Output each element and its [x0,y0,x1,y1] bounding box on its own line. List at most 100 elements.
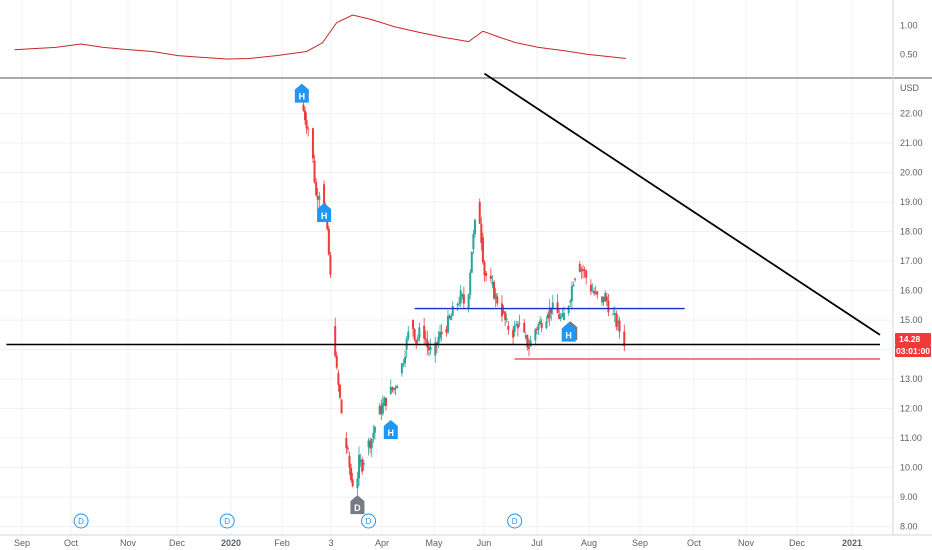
candle-body [561,313,564,317]
candle-body [612,314,615,316]
candle-body [318,195,321,200]
time-axis[interactable]: Sep Oct Nov Dec 2020 Feb 3 Apr May Jun Jul Aug Sep Oc… [0,534,932,548]
candle-body [512,329,515,338]
candle-body [518,322,521,324]
event-label: D [224,517,230,526]
high-marker[interactable]: H [294,83,309,103]
candle-body [367,440,370,447]
candle-body [480,223,483,243]
low-marker[interactable]: D [350,495,365,515]
candle-body [316,196,319,200]
candle-body [602,296,605,302]
indicator-pane[interactable] [14,14,626,60]
candle-body [434,342,437,356]
candle-body [589,284,592,292]
time-tick-label: Sep [632,538,648,548]
candle-body [527,347,530,349]
candle-body [440,331,443,335]
candle-body [567,306,570,313]
candle-body [458,303,461,305]
time-tick-label: 2020 [221,538,241,548]
candle-body [583,269,586,272]
candle-body [338,384,341,398]
price-tick-label: 20.00 [900,168,923,178]
high-marker[interactable]: H [383,420,398,440]
price-axis[interactable]: 22.00 21.00 20.00 19.00 18.00 17.00 16.00 15.00… [892,0,923,535]
candle-body [467,294,470,309]
candle-body [478,202,481,224]
candle-body [516,324,519,329]
candle-body [323,184,326,206]
candle-body [618,320,621,332]
time-tick-label: Jul [531,538,543,548]
candle-body [594,291,597,294]
candle-body [456,303,459,306]
candle-body [550,307,553,314]
candle-body [491,282,494,285]
candle-body [392,388,395,390]
candle-body [500,303,503,317]
candle-body [351,479,354,487]
candle-body [424,338,427,340]
candle-body [437,336,440,345]
candle-body [580,269,583,272]
candle-body [481,237,484,263]
time-tick-label: Feb [274,538,290,548]
candle-body [378,405,381,415]
candle-body [523,322,526,333]
markers[interactable]: HHDHDH [294,83,578,515]
candle-body [489,275,492,279]
candle-body [547,314,550,319]
price-tick-label: 10.00 [900,463,923,473]
dividend-event-icon[interactable]: D [507,513,523,529]
price-tick-label: 16.00 [900,286,923,296]
dividend-event-icon[interactable]: D [361,513,377,529]
candle-body [329,255,332,275]
time-tick-label: Jun [477,538,492,548]
price-tick-label: 15.00 [900,315,923,325]
candle-body [426,339,429,348]
high-marker[interactable]: H [317,203,332,223]
indicator-tick-label: 0.50 [900,49,918,59]
candle-body [416,337,419,341]
candle-body [616,320,619,324]
candle-body [346,448,349,450]
dividend-event-icon[interactable]: D [73,513,89,529]
price-tick-label: 22.00 [900,109,923,119]
candle-body [370,438,373,449]
dividend-event-icon[interactable]: D [219,513,235,529]
time-tick-label: Nov [120,538,137,548]
trendline[interactable] [484,72,881,336]
candle-body [448,315,451,318]
candle-body [350,467,353,481]
time-tick-label: Nov [738,538,755,548]
drawings[interactable] [6,72,881,360]
marker-shape [317,203,332,223]
high-marker[interactable]: H [561,322,576,342]
time-tick-label: Oct [64,538,79,548]
price-tag-value: 14.28 [899,334,921,344]
candle-body [361,459,364,472]
candle-body [537,323,540,330]
candle-body [581,269,584,271]
candle-body [605,296,608,301]
candle-body [529,340,532,347]
candle-body [485,272,488,276]
event-label: D [366,517,372,526]
candle-body [358,454,361,479]
candle-body [596,291,599,295]
price-tick-label: 19.00 [900,197,923,207]
candle-body [435,342,438,345]
candle-body [340,399,343,414]
candle-body [356,478,359,489]
price-tick-label: 17.00 [900,256,923,266]
candle-body [326,216,329,229]
candle-body [345,438,348,449]
candle-body [591,291,594,293]
candle-body [451,305,454,316]
marker-label: H [388,428,395,438]
candle-body [496,296,499,304]
